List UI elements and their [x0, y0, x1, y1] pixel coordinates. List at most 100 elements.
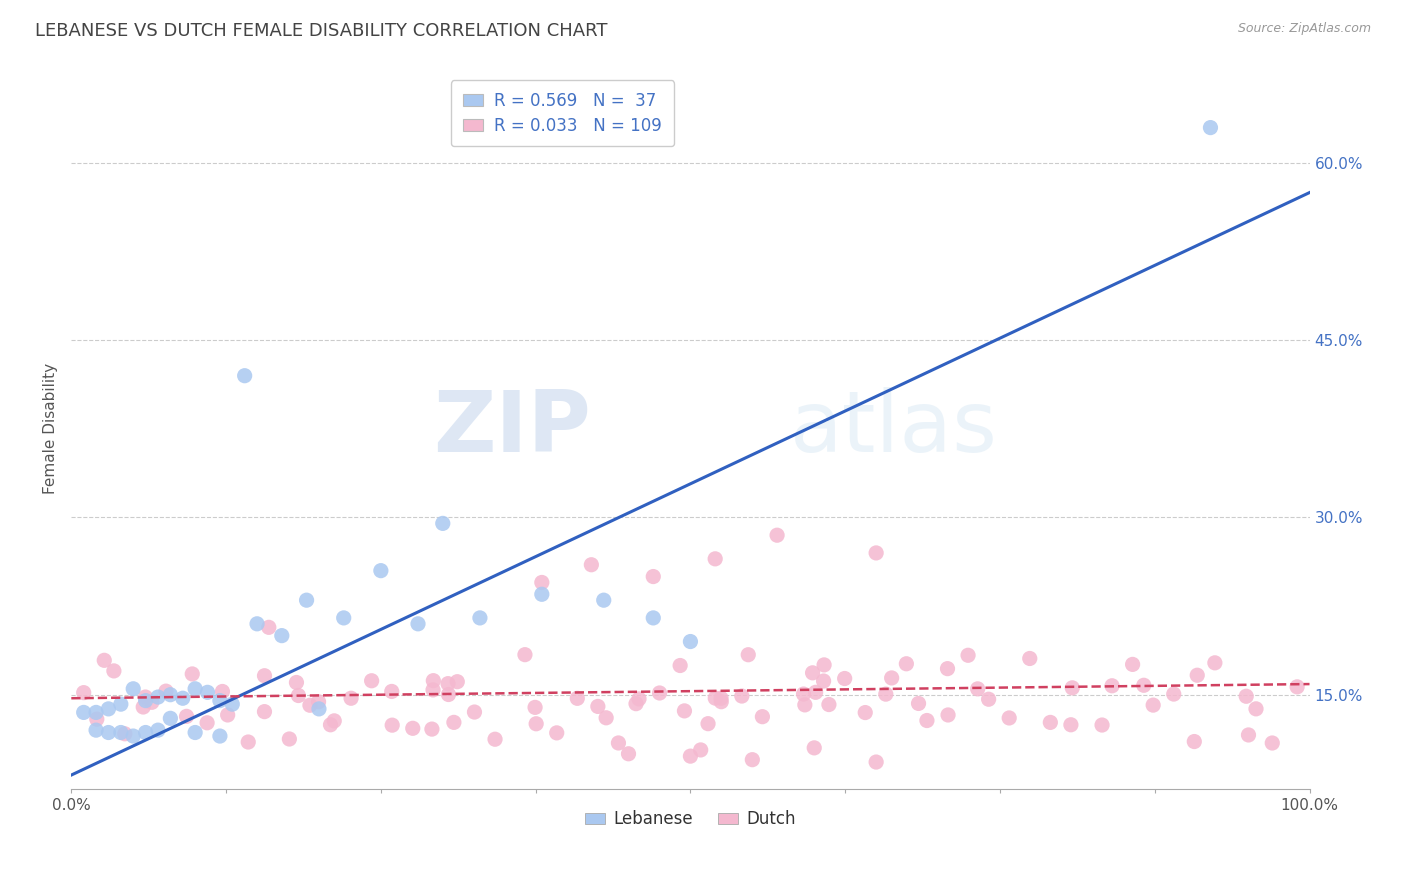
Point: [381, 684, 404, 698]
Point: [340, 691, 363, 706]
Point: [184, 681, 207, 696]
Point: [524, 700, 547, 714]
Text: LEBANESE VS DUTCH FEMALE DISABILITY CORRELATION CHART: LEBANESE VS DUTCH FEMALE DISABILITY CORR…: [35, 22, 607, 40]
Point: [1142, 698, 1164, 712]
Point: [132, 700, 155, 714]
Point: [134, 690, 156, 704]
Point: [966, 681, 988, 696]
Point: [741, 753, 763, 767]
Point: [803, 740, 825, 755]
Point: [437, 688, 460, 702]
Point: [208, 693, 231, 707]
Point: [211, 684, 233, 698]
Point: [422, 673, 444, 688]
Point: [181, 667, 204, 681]
Point: [155, 684, 177, 698]
Point: [360, 673, 382, 688]
Point: [915, 714, 938, 728]
Point: [530, 587, 553, 601]
Text: Source: ZipAtlas.com: Source: ZipAtlas.com: [1237, 22, 1371, 36]
Point: [184, 725, 207, 739]
Point: [176, 709, 198, 723]
Point: [679, 634, 702, 648]
Point: [1237, 728, 1260, 742]
Point: [546, 726, 568, 740]
Point: [834, 672, 856, 686]
Point: [122, 681, 145, 696]
Point: [484, 732, 506, 747]
Point: [1261, 736, 1284, 750]
Point: [643, 611, 665, 625]
Point: [246, 616, 269, 631]
Point: [146, 690, 169, 704]
Point: [1182, 734, 1205, 748]
Point: [669, 658, 692, 673]
Point: [627, 691, 650, 706]
Point: [1062, 681, 1084, 695]
Point: [135, 693, 157, 707]
Point: [208, 729, 231, 743]
Point: [197, 685, 219, 699]
Point: [813, 657, 835, 672]
Point: [298, 698, 321, 713]
Point: [581, 558, 603, 572]
Point: [432, 516, 454, 531]
Point: [370, 564, 392, 578]
Point: [865, 755, 887, 769]
Point: [332, 611, 354, 625]
Point: [86, 712, 108, 726]
Point: [319, 718, 342, 732]
Point: [936, 662, 959, 676]
Point: [420, 722, 443, 736]
Point: [308, 695, 330, 709]
Point: [381, 718, 404, 732]
Point: [446, 674, 468, 689]
Point: [217, 708, 239, 723]
Point: [813, 673, 835, 688]
Point: [146, 723, 169, 738]
Point: [530, 575, 553, 590]
Point: [323, 714, 346, 728]
Point: [278, 731, 301, 746]
Point: [1101, 679, 1123, 693]
Point: [1234, 690, 1257, 704]
Point: [704, 551, 727, 566]
Point: [308, 702, 330, 716]
Point: [643, 569, 665, 583]
Point: [141, 695, 163, 709]
Point: [468, 611, 491, 625]
Point: [295, 593, 318, 607]
Point: [998, 711, 1021, 725]
Point: [443, 715, 465, 730]
Point: [1122, 657, 1144, 672]
Point: [221, 697, 243, 711]
Point: [875, 687, 897, 701]
Text: ZIP: ZIP: [433, 387, 592, 470]
Point: [1060, 718, 1083, 732]
Point: [172, 691, 194, 706]
Point: [84, 706, 107, 720]
Text: atlas: atlas: [790, 387, 997, 470]
Point: [253, 669, 276, 683]
Point: [957, 648, 980, 663]
Point: [737, 648, 759, 662]
Point: [1039, 715, 1062, 730]
Point: [607, 736, 630, 750]
Point: [710, 695, 733, 709]
Point: [114, 727, 136, 741]
Point: [122, 729, 145, 743]
Point: [624, 697, 647, 711]
Point: [270, 629, 292, 643]
Point: [751, 709, 773, 723]
Point: [1199, 120, 1222, 135]
Point: [896, 657, 918, 671]
Point: [1244, 702, 1267, 716]
Point: [1133, 678, 1156, 692]
Point: [731, 689, 754, 703]
Point: [801, 665, 824, 680]
Point: [936, 708, 959, 723]
Legend: Lebanese, Dutch: Lebanese, Dutch: [578, 804, 803, 835]
Point: [865, 546, 887, 560]
Point: [513, 648, 536, 662]
Point: [673, 704, 696, 718]
